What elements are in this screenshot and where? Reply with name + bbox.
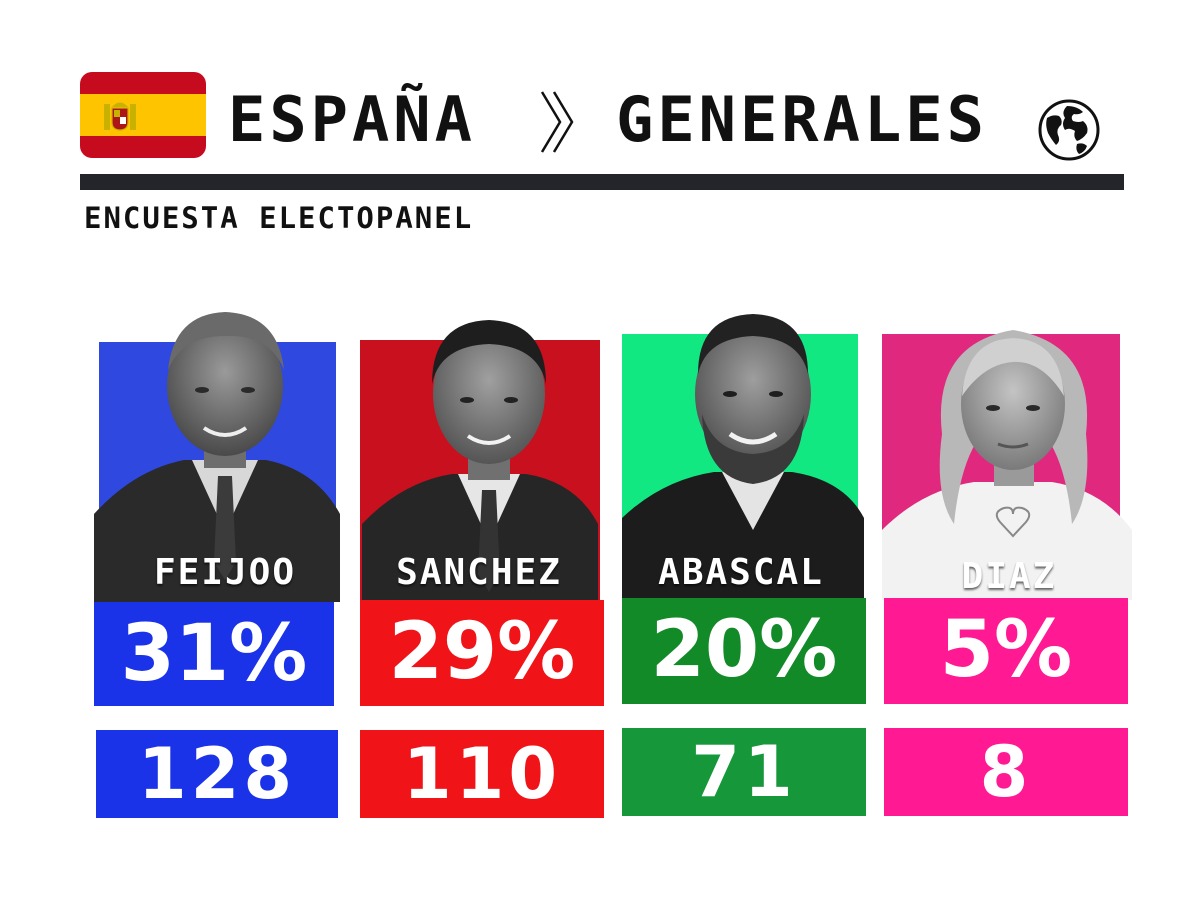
vote-percent: 31% xyxy=(94,602,334,706)
seat-count: 128 xyxy=(96,730,338,818)
section-title: GENERALES xyxy=(616,83,988,156)
poll-subtitle: ENCUESTA ELECTOPANEL xyxy=(84,201,474,235)
spain-flag-icon xyxy=(80,72,206,158)
candidate-portrait xyxy=(882,304,1144,604)
header-divider xyxy=(80,174,1124,190)
vote-percent: 29% xyxy=(360,600,604,706)
candidate-card: ABASCAL 20% 71 xyxy=(622,0,884,904)
candidate-name: DIAZ xyxy=(961,556,1057,597)
candidate-card: DIAZ 5% 8 xyxy=(882,0,1144,904)
country-title: ESPAÑA xyxy=(228,83,476,156)
double-chevron-right-icon xyxy=(536,88,580,160)
seat-count: 110 xyxy=(360,730,604,818)
seat-count: 8 xyxy=(884,728,1128,816)
candidate-portrait xyxy=(358,302,620,606)
candidate-name: FEIJOO xyxy=(153,552,297,593)
candidate-name: SANCHEZ xyxy=(396,552,562,593)
header: ESPAÑA GENERALES ENCUESTA ELECTOPANEL xyxy=(0,0,1200,240)
candidate-portrait xyxy=(94,300,356,606)
globe-icon xyxy=(1037,98,1101,166)
candidate-card: FEIJOO 31% 128 xyxy=(94,0,356,904)
vote-percent: 20% xyxy=(622,598,866,704)
candidate-portrait xyxy=(622,302,884,604)
candidate-card: SANCHEZ 29% 110 xyxy=(358,0,620,904)
seat-count: 71 xyxy=(622,728,866,816)
vote-percent: 5% xyxy=(884,598,1128,704)
candidate-name: ABASCAL xyxy=(658,552,824,593)
